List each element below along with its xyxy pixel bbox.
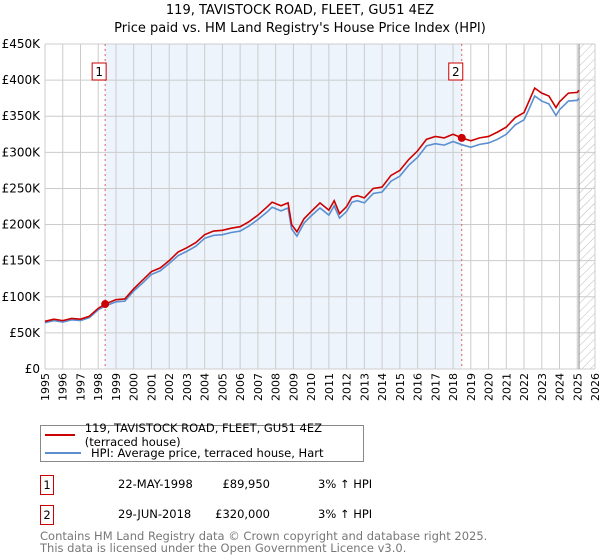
x-tick-label: 2020	[483, 373, 496, 401]
transaction-row: 2 29-JUN-2018 £320,000 3% ↑ HPI	[40, 505, 600, 525]
y-tick-label: £150K	[2, 254, 42, 268]
sale-label: 1	[95, 65, 103, 79]
x-tick-label: 2018	[447, 373, 460, 401]
legend-item-hpi: HPI: Average price, terraced house, Hart	[45, 445, 323, 461]
x-tick-label: 2004	[199, 373, 212, 401]
legend-label-hpi: HPI: Average price, terraced house, Hart	[91, 446, 324, 460]
sale-point	[101, 300, 110, 309]
transaction-hpi-diff: 3% ↑ HPI	[318, 477, 373, 491]
x-tick-label: 1998	[92, 373, 105, 401]
x-tick-label: 2000	[128, 373, 141, 401]
x-tick-label: 2014	[376, 373, 389, 401]
x-tick-label: 2011	[323, 373, 336, 401]
x-tick-label: 2019	[465, 373, 478, 401]
transaction-hpi-diff: 3% ↑ HPI	[318, 507, 373, 521]
x-tick-label: 2012	[341, 373, 354, 401]
y-tick-label: £400K	[2, 73, 42, 87]
x-tick-label: 1997	[74, 373, 87, 401]
x-tick-label: 1999	[110, 373, 123, 401]
y-tick-label: £450K	[2, 37, 42, 51]
footer-licence: This data is licensed under the Open Gov…	[40, 541, 407, 555]
x-tick-label: 2026	[589, 373, 600, 401]
property-price-line	[44, 86, 580, 323]
x-tick-label: 2025	[571, 373, 584, 401]
x-tick-label: 2002	[163, 373, 176, 401]
legend-swatch-blue	[45, 452, 81, 454]
x-tick-label: 2008	[270, 373, 283, 401]
footer-copyright: Contains HM Land Registry data © Crown c…	[40, 529, 488, 543]
sale-label-box	[448, 62, 464, 81]
y-tick-label: £100K	[2, 290, 42, 304]
x-tick-label: 2001	[145, 373, 158, 401]
transaction-row: 1 22-MAY-1998 £89,950 3% ↑ HPI	[40, 475, 600, 495]
transaction-date: 29-JUN-2018	[118, 507, 192, 521]
x-tick-label: 2013	[358, 373, 371, 401]
legend: 119, TAVISTOCK ROAD, FLEET, GU51 4EZ (te…	[40, 421, 364, 462]
forecast-hatch	[579, 44, 595, 369]
x-tick-label: 2017	[429, 373, 442, 401]
price-chart: 1995 1996 1997 1998 1999 2000 2001 2002 2003 2004…	[2, 37, 600, 401]
x-tick-label: 2006	[234, 373, 247, 401]
y-tick-label: £300K	[2, 145, 42, 159]
legend-swatch-red	[45, 434, 75, 436]
x-tick-label: 2016	[412, 373, 425, 401]
ownership-shade	[105, 44, 462, 369]
x-tick-label: 2022	[518, 373, 531, 401]
x-tick-label: 1995	[39, 373, 52, 401]
hpi-line	[44, 94, 580, 324]
x-tick-label: 2009	[287, 373, 300, 401]
transaction-marker: 1	[40, 475, 54, 495]
legend-item-property: 119, TAVISTOCK ROAD, FLEET, GU51 4EZ (te…	[45, 421, 363, 449]
x-tick-label: 2015	[394, 373, 407, 401]
x-tick-label: 2005	[216, 373, 229, 401]
sale-label: 2	[452, 65, 460, 79]
transaction-price: £89,950	[222, 477, 270, 491]
x-tick-label: 1996	[57, 373, 70, 401]
sale-label-box	[91, 62, 107, 81]
x-tick-label: 2023	[536, 373, 549, 401]
transaction-date: 22-MAY-1998	[118, 477, 193, 491]
x-tick-label: 2024	[554, 373, 567, 401]
y-tick-label: £250K	[2, 181, 42, 195]
chart-subtitle: Price paid vs. HM Land Registry's House …	[114, 21, 486, 36]
sale-point	[457, 133, 466, 142]
legend-label-property: 119, TAVISTOCK ROAD, FLEET, GU51 4EZ (te…	[84, 421, 322, 449]
y-tick-label: £200K	[2, 218, 42, 232]
y-tick-label: £350K	[2, 109, 42, 123]
transaction-price: £320,000	[215, 507, 270, 521]
transaction-marker: 2	[40, 505, 54, 525]
x-tick-label: 2007	[252, 373, 265, 401]
y-tick-label: £0	[25, 362, 40, 376]
x-tick-label: 2003	[181, 373, 194, 401]
x-tick-label: 2010	[305, 373, 318, 401]
chart-title: 119, TAVISTOCK ROAD, FLEET, GU51 4EZ	[165, 3, 435, 18]
y-tick-label: £50K	[9, 326, 41, 340]
x-tick-label: 2021	[500, 373, 513, 401]
